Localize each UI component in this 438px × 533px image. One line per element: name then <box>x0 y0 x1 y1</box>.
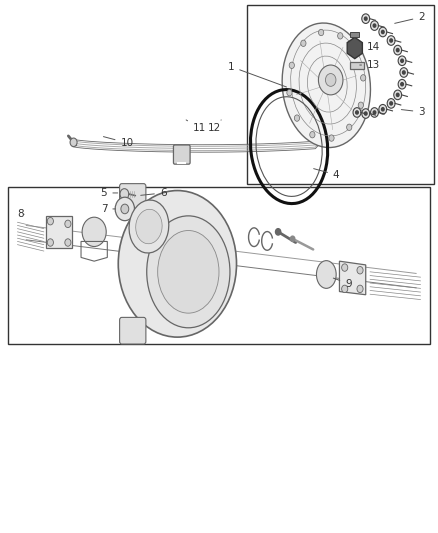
Circle shape <box>329 135 334 141</box>
Text: 1: 1 <box>228 62 286 87</box>
Ellipse shape <box>136 209 162 244</box>
Text: 11: 11 <box>186 120 206 133</box>
Circle shape <box>394 90 402 100</box>
Circle shape <box>115 197 134 221</box>
Bar <box>8 187 430 344</box>
Circle shape <box>357 285 363 293</box>
FancyBboxPatch shape <box>173 145 190 164</box>
Circle shape <box>364 112 367 115</box>
Circle shape <box>360 75 366 81</box>
Circle shape <box>357 266 363 274</box>
Text: 13: 13 <box>360 60 380 70</box>
Bar <box>247 5 434 184</box>
FancyBboxPatch shape <box>120 184 146 211</box>
Text: 8: 8 <box>18 209 24 219</box>
FancyBboxPatch shape <box>120 317 146 344</box>
Text: 14: 14 <box>360 42 380 52</box>
Circle shape <box>398 56 406 66</box>
Circle shape <box>338 33 343 39</box>
Circle shape <box>290 236 295 241</box>
Circle shape <box>390 39 392 42</box>
Text: 3: 3 <box>401 107 425 117</box>
Circle shape <box>394 45 402 55</box>
Circle shape <box>356 111 358 114</box>
Text: 9: 9 <box>333 278 352 288</box>
Circle shape <box>346 124 352 131</box>
Circle shape <box>47 239 53 246</box>
Circle shape <box>398 79 406 89</box>
Circle shape <box>364 17 367 20</box>
Circle shape <box>362 14 370 23</box>
Circle shape <box>120 189 129 199</box>
Circle shape <box>318 65 343 95</box>
Text: 10: 10 <box>103 136 134 148</box>
Circle shape <box>342 264 348 271</box>
Circle shape <box>362 109 370 118</box>
Circle shape <box>70 138 77 147</box>
Circle shape <box>387 99 395 108</box>
Circle shape <box>373 111 376 114</box>
Circle shape <box>353 108 361 117</box>
Circle shape <box>358 102 364 108</box>
Polygon shape <box>347 37 362 59</box>
Circle shape <box>401 83 403 86</box>
Circle shape <box>379 27 387 37</box>
Ellipse shape <box>129 200 169 253</box>
Circle shape <box>387 36 395 45</box>
Circle shape <box>289 62 294 69</box>
Circle shape <box>287 90 292 96</box>
Ellipse shape <box>147 216 230 328</box>
Text: 12: 12 <box>208 120 221 133</box>
Circle shape <box>294 115 300 122</box>
Ellipse shape <box>282 23 371 148</box>
Ellipse shape <box>118 190 237 337</box>
Circle shape <box>342 285 348 293</box>
Circle shape <box>353 49 358 55</box>
Circle shape <box>310 132 315 138</box>
Circle shape <box>390 102 392 105</box>
Circle shape <box>121 204 129 214</box>
Ellipse shape <box>82 217 106 246</box>
Text: 4: 4 <box>314 168 339 180</box>
Circle shape <box>65 239 71 246</box>
Circle shape <box>403 71 405 74</box>
Circle shape <box>371 21 378 30</box>
Text: 6: 6 <box>141 188 166 198</box>
Circle shape <box>401 59 403 62</box>
Circle shape <box>381 108 384 111</box>
Circle shape <box>65 220 71 228</box>
Circle shape <box>396 93 399 96</box>
Text: 7: 7 <box>101 204 116 214</box>
Polygon shape <box>46 216 72 248</box>
Circle shape <box>318 29 324 36</box>
Ellipse shape <box>158 230 219 313</box>
Bar <box>350 32 359 37</box>
Circle shape <box>373 24 376 27</box>
Ellipse shape <box>316 261 336 288</box>
Circle shape <box>381 30 384 34</box>
Circle shape <box>276 229 281 235</box>
Bar <box>350 62 364 69</box>
Circle shape <box>301 40 306 46</box>
Circle shape <box>325 74 336 86</box>
Circle shape <box>400 68 408 77</box>
Circle shape <box>379 104 387 114</box>
Text: 5: 5 <box>101 188 118 198</box>
Circle shape <box>47 217 53 225</box>
Circle shape <box>371 108 378 117</box>
Text: 2: 2 <box>395 12 425 23</box>
Polygon shape <box>339 261 366 295</box>
Circle shape <box>396 49 399 52</box>
